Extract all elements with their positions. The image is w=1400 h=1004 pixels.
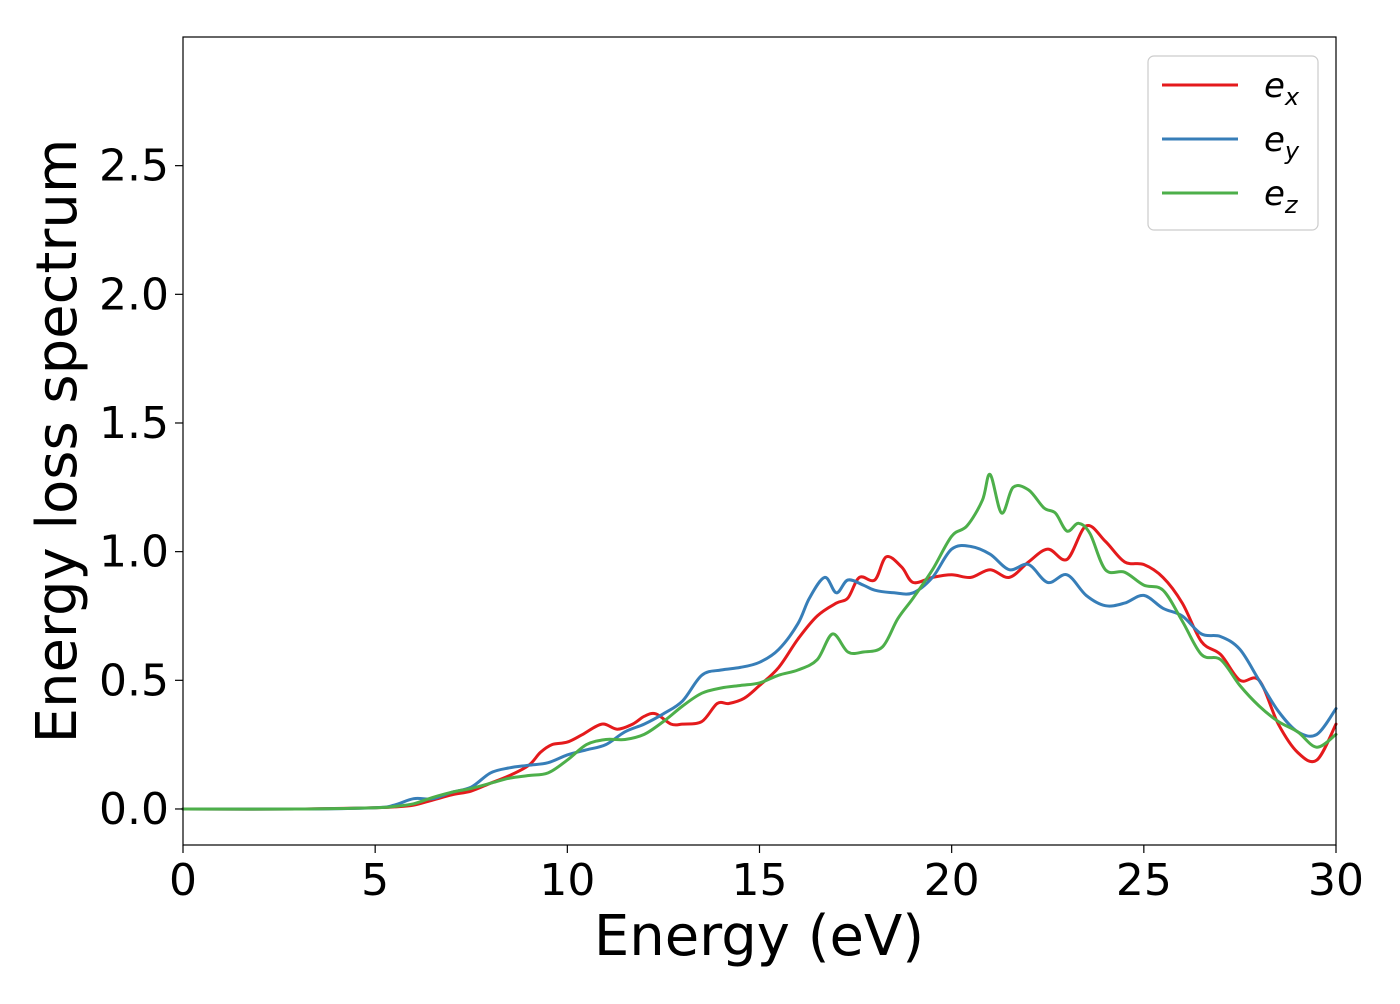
series-layer <box>181 472 1338 811</box>
y-ticks: 0.0 0.5 1.0 1.5 2.0 2.5 <box>99 141 183 835</box>
y-tick-label: 0.5 <box>99 655 169 706</box>
x-tick-label: 20 <box>924 855 980 906</box>
x-tick-label: 30 <box>1308 855 1364 906</box>
y-tick-label: 2.0 <box>99 269 169 320</box>
y-axis-label: Energy loss spectrum <box>25 139 90 744</box>
y-tick-label: 1.0 <box>99 527 169 578</box>
y-tick-label: 1.5 <box>99 398 169 449</box>
plot-background <box>183 37 1336 845</box>
x-tick-label: 5 <box>361 855 389 906</box>
series-line-x <box>181 523 1338 811</box>
series-line-y <box>181 544 1338 811</box>
x-ticks: 0 5 10 15 20 25 30 <box>169 845 1364 906</box>
x-tick-label: 0 <box>169 855 197 906</box>
x-axis-label: Energy (eV) <box>594 904 924 969</box>
series-line-z <box>181 472 1338 811</box>
y-tick-label: 0.0 <box>99 784 169 835</box>
legend-box <box>1147 55 1319 231</box>
x-tick-label: 10 <box>539 855 595 906</box>
y-tick-label: 2.5 <box>99 141 169 192</box>
x-tick-label: 15 <box>732 855 788 906</box>
x-tick-label: 25 <box>1116 855 1172 906</box>
